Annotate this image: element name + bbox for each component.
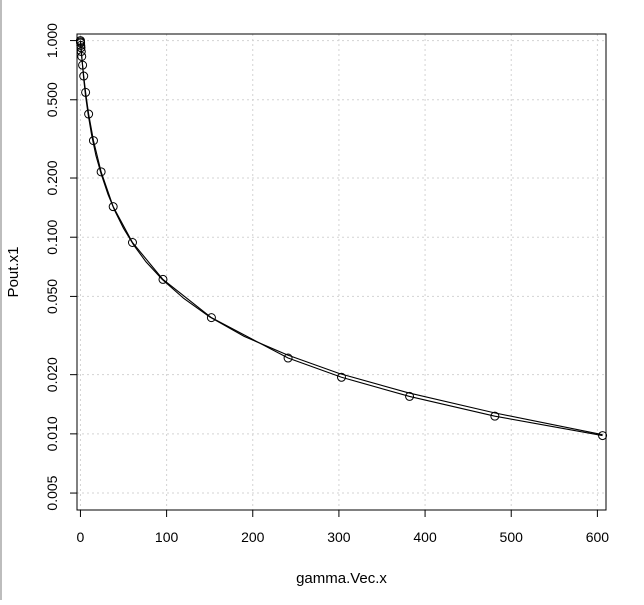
grid <box>77 34 606 510</box>
x-tick-label: 300 <box>327 529 351 545</box>
x-axis-label: gamma.Vec.x <box>296 570 387 587</box>
x-axis: 0 100 200 300 400 500 600 <box>77 509 610 545</box>
y-axis-label: Pout.x1 <box>5 247 22 298</box>
series-1-point <box>206 313 216 323</box>
series-1-point <box>283 353 293 363</box>
series-1-point <box>598 431 608 441</box>
x-tick-label: 500 <box>500 529 524 545</box>
plot-data <box>75 36 608 441</box>
y-tick-label: 0.200 <box>44 160 60 195</box>
y-axis: 0.005 0.010 0.020 0.050 0.100 0.200 0.500 1.000 <box>44 23 77 511</box>
window-edge <box>0 0 2 600</box>
x-tick-label: 100 <box>155 529 179 545</box>
series-1-point <box>490 411 500 421</box>
series-1-point <box>337 372 346 382</box>
y-tick-label: 0.010 <box>44 416 60 451</box>
x-tick-label: 0 <box>77 529 85 545</box>
series-1-point <box>96 167 106 177</box>
series-1-point <box>127 237 137 247</box>
x-tick-label: 600 <box>586 529 610 545</box>
y-tick-label: 0.500 <box>44 82 60 117</box>
series-2-line <box>79 40 603 436</box>
y-tick-label: 0.050 <box>44 279 60 314</box>
y-tick-label: 0.100 <box>44 219 60 254</box>
series-1-point <box>108 202 118 212</box>
y-tick-label: 1.000 <box>44 23 60 58</box>
x-tick-label: 200 <box>241 529 265 545</box>
series-1-point <box>158 274 168 284</box>
series-1-point <box>405 391 415 401</box>
y-tick-label: 0.005 <box>44 475 60 510</box>
y-tick-label: 0.020 <box>44 357 60 392</box>
x-tick-label: 400 <box>413 529 437 545</box>
